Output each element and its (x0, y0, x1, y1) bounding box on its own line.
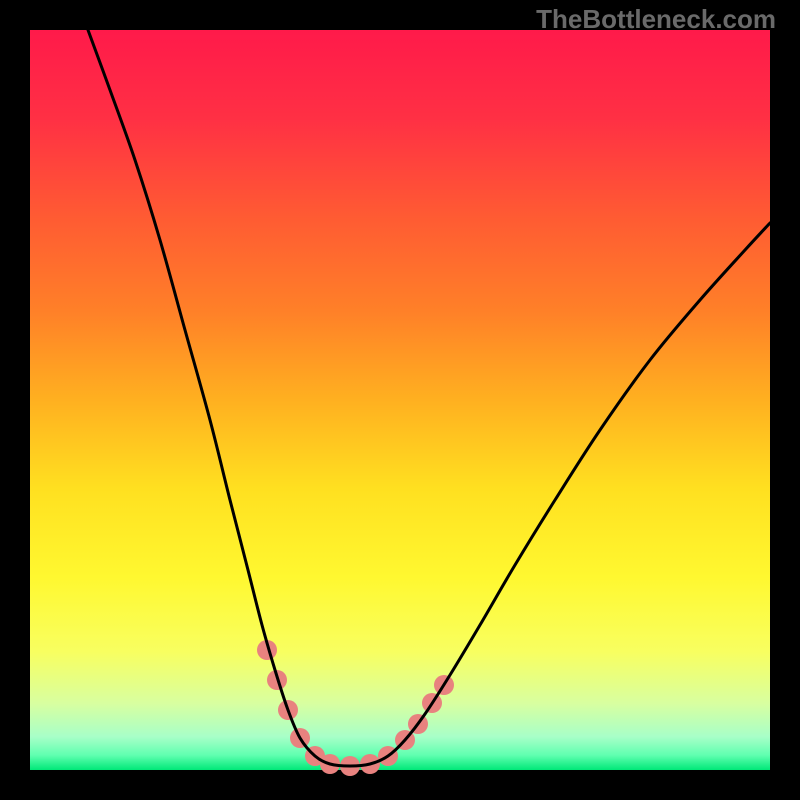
bottleneck-curve (88, 30, 770, 766)
chart-container: TheBottleneck.com (0, 0, 800, 800)
watermark-text: TheBottleneck.com (536, 4, 776, 35)
curve-layer (0, 0, 800, 800)
